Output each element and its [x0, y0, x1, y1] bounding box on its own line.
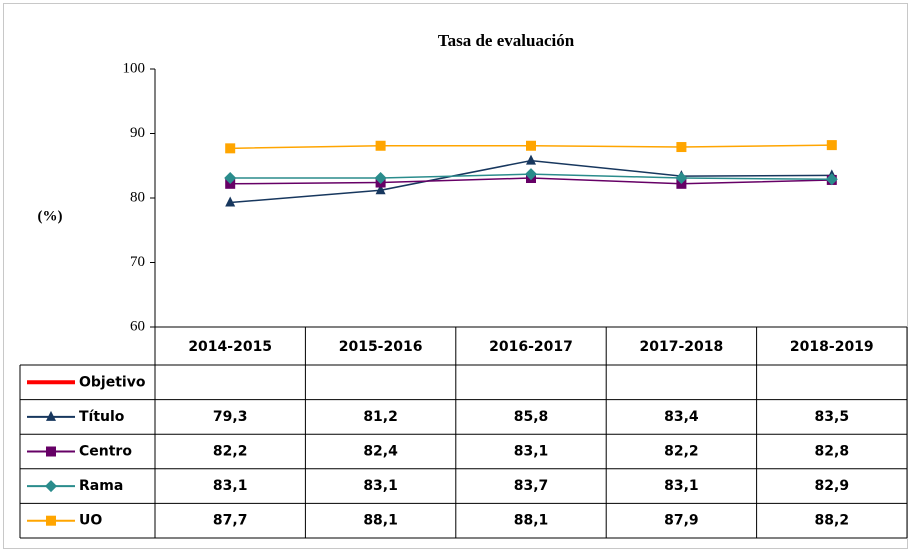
marker [374, 172, 387, 185]
x-tick-label: 2015-2016 [339, 339, 423, 355]
data-label: 83,5 [815, 409, 850, 425]
legend-label: Centro [79, 444, 132, 460]
x-tick-label: 2016-2017 [489, 339, 573, 355]
marker [225, 196, 236, 207]
y-tick-label: 70 [130, 254, 145, 270]
marker [526, 140, 536, 151]
marker [526, 154, 536, 165]
data-label: 83,4 [664, 409, 699, 425]
x-tick-label: 2018-2019 [790, 339, 874, 355]
marker [826, 140, 837, 151]
data-label: 83,1 [363, 478, 398, 494]
data-label: 83,7 [514, 478, 549, 494]
marker [46, 515, 56, 526]
data-label: 82,9 [815, 478, 850, 494]
y-tick-label: 90 [130, 125, 145, 141]
legend-label: Objetivo [79, 374, 146, 390]
x-tick-label: 2014-2015 [188, 339, 272, 355]
legend-label: UO [79, 513, 102, 529]
legend-label: Rama [79, 478, 123, 494]
data-label: 81,2 [363, 409, 398, 425]
marker [375, 184, 386, 195]
data-label: 88,1 [363, 513, 398, 529]
y-tick-label: 80 [130, 189, 145, 205]
chart-title: Tasa de evaluación [438, 31, 575, 50]
data-label: 88,2 [815, 513, 850, 529]
data-label: 83,1 [664, 478, 699, 494]
data-label: 83,1 [514, 444, 549, 460]
data-label: 87,9 [664, 513, 699, 529]
data-label: 79,3 [213, 409, 248, 425]
marker [45, 480, 57, 493]
marker [224, 172, 237, 185]
marker [46, 410, 56, 421]
data-label: 85,8 [514, 409, 549, 425]
legend-label: Título [79, 409, 125, 425]
y-tick-label: 60 [130, 318, 145, 334]
data-label: 82,2 [664, 444, 699, 460]
marker [46, 446, 56, 457]
marker [525, 168, 537, 181]
data-label: 83,1 [213, 478, 248, 494]
marker [375, 140, 386, 151]
data-label: 88,1 [514, 513, 549, 529]
y-tick-label: 100 [123, 60, 146, 76]
frame [3, 3, 908, 549]
data-label: 87,7 [213, 513, 248, 529]
x-tick-label: 2017-2018 [640, 339, 724, 355]
y-axis-label: (%) [38, 208, 63, 224]
data-label: 82,4 [363, 444, 398, 460]
data-label: 82,8 [815, 444, 850, 460]
marker [825, 173, 838, 186]
data-label: 82,2 [213, 444, 248, 460]
marker [225, 143, 236, 154]
marker [676, 142, 687, 153]
marker [675, 172, 688, 185]
